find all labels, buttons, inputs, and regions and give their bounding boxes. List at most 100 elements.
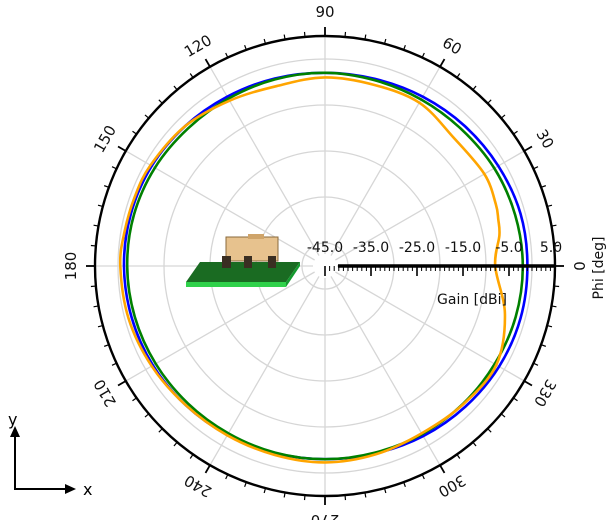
frame-major-tick [117, 145, 127, 152]
angle-tick-label: 180 [62, 252, 80, 281]
frame-minor-tick [158, 428, 163, 433]
xy-orientation-indicator: y x [8, 410, 92, 499]
x-axis-indicator-label: x [83, 480, 92, 499]
angle-tick-label: 0 [570, 261, 588, 271]
frame-minor-tick [263, 38, 267, 44]
frame-minor-tick [456, 73, 461, 78]
frame-minor-tick [225, 52, 229, 58]
angle-tick-label: 210 [90, 376, 120, 410]
frame-minor-tick [500, 114, 506, 119]
frame-minor-tick [551, 305, 557, 308]
antenna-device-illustration [186, 234, 300, 287]
frame-minor-tick [547, 324, 553, 328]
frame-minor-tick [487, 99, 492, 104]
gain-axis: -45.0 -35.0 -25.0 -15.0 -5.0 5.0 Gain [dBi] [307, 240, 562, 308]
angle-tick-label: 240 [181, 471, 215, 501]
frame-minor-tick [364, 492, 367, 498]
frame-minor-tick [173, 85, 178, 91]
frame-minor-tick [513, 397, 518, 402]
angle-tick-label: 300 [435, 471, 469, 501]
frame-minor-tick [472, 85, 477, 91]
pcb-board-side [286, 262, 300, 287]
frame-minor-tick [225, 474, 229, 480]
frame-minor-tick [263, 488, 267, 494]
frame-minor-tick [403, 481, 406, 488]
gain-tick-label: -5.0 [495, 240, 522, 256]
frame-minor-tick [111, 166, 117, 170]
angle-tick-label: 30 [532, 126, 557, 152]
frame-minor-tick [244, 44, 247, 51]
frame-minor-tick [93, 305, 99, 308]
frame-minor-tick [456, 454, 461, 459]
frame-minor-tick [533, 166, 539, 170]
frame-minor-tick [421, 52, 425, 58]
grid-spoke [335, 271, 525, 382]
frame-minor-tick [540, 344, 547, 347]
frame-major-tick [523, 145, 533, 152]
gain-tick-label: -35.0 [353, 240, 389, 256]
frame-minor-tick [173, 441, 178, 447]
frame-minor-tick [111, 362, 117, 366]
frame-minor-tick [103, 185, 110, 188]
frame-minor-tick [144, 114, 150, 119]
gain-axis-minor-ticks [324, 266, 556, 276]
frame-minor-tick [93, 224, 99, 227]
grid-spoke [330, 66, 441, 256]
frame-major-tick [204, 58, 211, 68]
frame-minor-tick [97, 324, 103, 328]
frame-minor-tick [472, 441, 477, 447]
frame-major-tick [523, 380, 533, 387]
y-axis-indicator-label: y [8, 410, 17, 429]
x-arrow-head [65, 484, 76, 494]
grid-spoke [209, 66, 320, 256]
frame-minor-tick [158, 99, 163, 104]
grid-spoke [209, 276, 320, 466]
angle-tick-label: 150 [90, 122, 120, 156]
chip-terminal-mid [244, 256, 252, 268]
gain-axis-label: Gain [dBi] [437, 292, 507, 308]
chip-terminal-right [268, 256, 276, 268]
frame-minor-tick [283, 492, 286, 498]
frame-minor-tick [547, 204, 553, 208]
frame-minor-tick [364, 34, 367, 40]
frame-minor-tick [513, 130, 518, 135]
phi-axis-label: Phi [deg] [591, 237, 606, 300]
gain-tick-label: -25.0 [399, 240, 435, 256]
gain-series-line [122, 71, 529, 461]
gain-series [118, 71, 529, 464]
frame-minor-tick [103, 344, 110, 347]
frame-major-tick [439, 464, 446, 474]
frame-minor-tick [144, 413, 150, 418]
frame-major-tick [439, 58, 446, 68]
frame-minor-tick [487, 428, 492, 433]
frame-major-tick [117, 380, 127, 387]
frame-minor-tick [403, 44, 406, 51]
frame-minor-tick [551, 224, 557, 227]
gain-tick-label: -15.0 [445, 240, 481, 256]
frame-minor-tick [97, 204, 103, 208]
frame-minor-tick [421, 474, 425, 480]
frame-minor-tick [500, 413, 506, 418]
frame-minor-tick [383, 488, 387, 494]
angle-tick-label: 90 [315, 3, 334, 21]
frame-minor-tick [283, 34, 286, 40]
frame-minor-tick [533, 362, 539, 366]
angle-tick-label: 120 [181, 31, 215, 61]
frame-minor-tick [189, 73, 194, 78]
angle-labels: 0 30 60 90 120 150 180 210 240 270 300 330 [62, 3, 588, 520]
grid-spoke [125, 150, 315, 261]
frame-minor-tick [132, 397, 137, 402]
frame-minor-tick [244, 481, 247, 488]
grid-spoke [125, 271, 315, 382]
grid-spoke [335, 150, 525, 261]
frame-major-tick [204, 464, 211, 474]
gain-tick-label: -45.0 [307, 240, 343, 256]
frame-minor-tick [132, 130, 137, 135]
gain-tick-label: 5.0 [540, 240, 562, 256]
y-arrow-head [10, 426, 20, 437]
pcb-board-top [186, 262, 300, 282]
frame-minor-tick [383, 38, 387, 44]
angle-tick-label: 330 [530, 376, 560, 410]
gain-series-line [118, 76, 507, 464]
